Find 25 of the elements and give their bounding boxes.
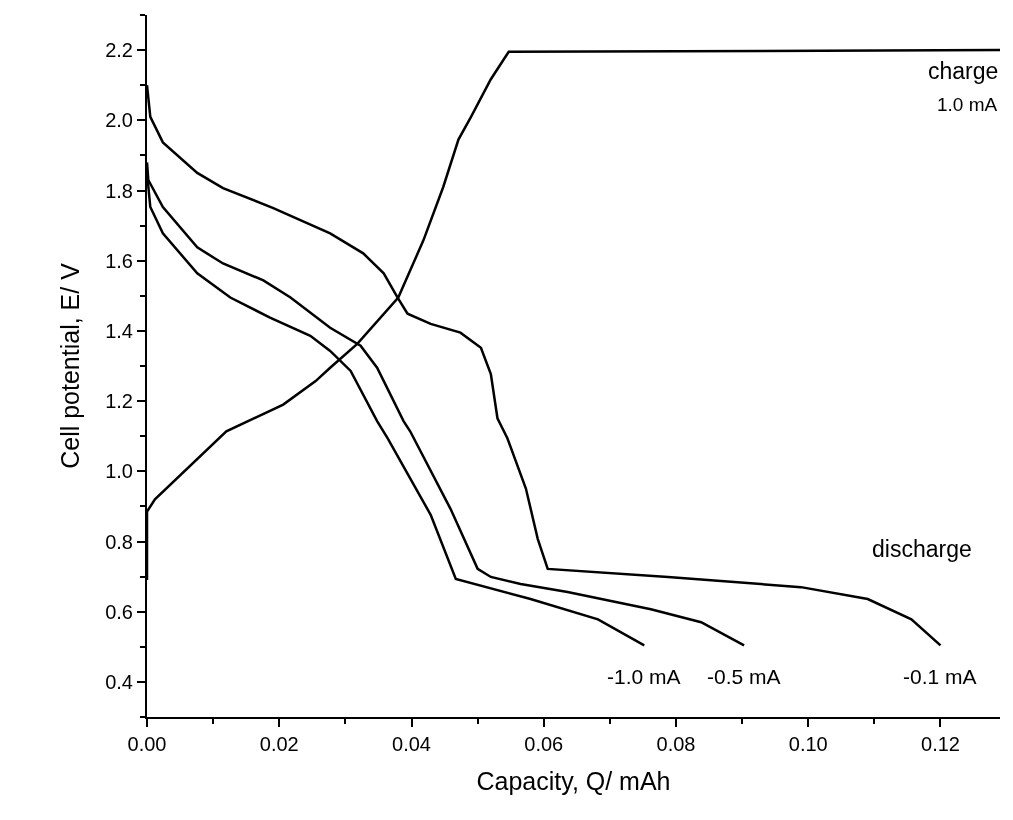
series-label: -1.0 mA [607, 665, 681, 688]
x-tick-label: 0.04 [392, 733, 431, 755]
annotation: discharge [872, 536, 972, 562]
x-tick-label: 0.06 [524, 733, 564, 755]
y-tick-label: 1.6 [105, 249, 133, 272]
y-tick-label: 1.2 [105, 390, 133, 413]
y-tick-label: 0.4 [105, 670, 133, 693]
y-tick-label: 0.8 [105, 530, 133, 553]
x-tick-label: 0.08 [656, 733, 696, 755]
x-tick-label: 0.02 [259, 733, 299, 755]
y-tick-label: 0.6 [105, 600, 133, 623]
y-tick-label: 2.0 [105, 109, 133, 132]
annotation: charge [928, 58, 999, 84]
y-tick-label: 1.0 [105, 460, 133, 483]
x-tick-label: 0.12 [921, 733, 960, 755]
x-tick-label: 0.10 [788, 733, 828, 755]
x-tick-label: 0.00 [127, 733, 167, 755]
series-label: -0.1 mA [903, 665, 977, 688]
y-tick-label: 1.8 [105, 179, 133, 202]
text: 1.0 mA [937, 94, 998, 115]
y-tick-label: 2.2 [105, 39, 133, 62]
x-axis-title: Capacity, Q/ mAh [476, 766, 671, 795]
y-tick-label: 1.4 [105, 319, 133, 342]
series-label: -0.5 mA [707, 665, 781, 688]
y-axis-title: Cell potential, E/ V [56, 262, 85, 469]
